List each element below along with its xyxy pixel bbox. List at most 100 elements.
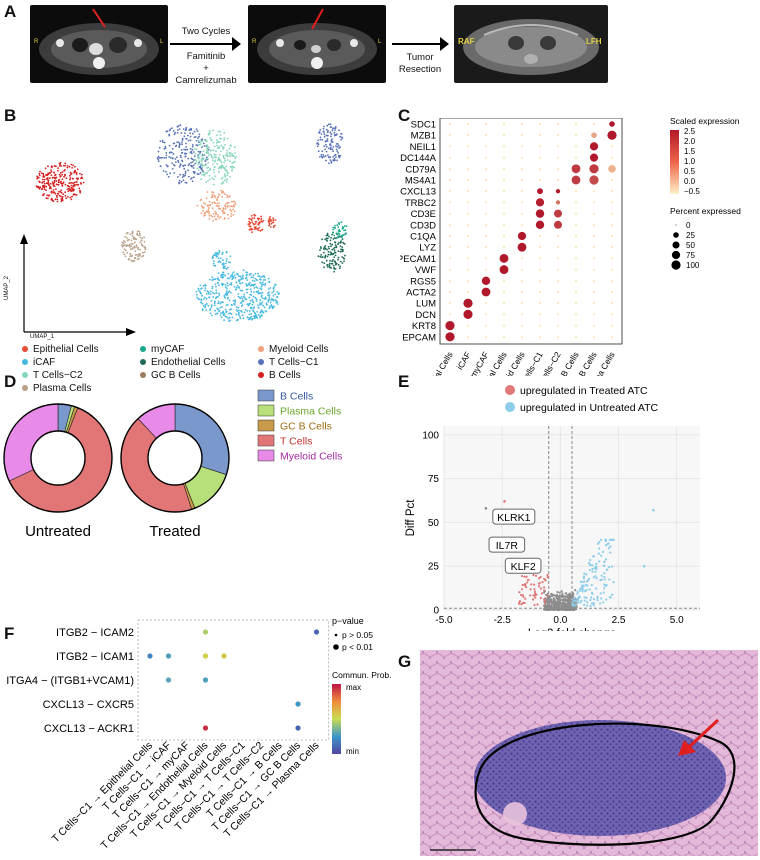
umap-point — [272, 295, 275, 297]
umap-point — [189, 135, 192, 138]
umap-point — [211, 207, 214, 210]
dot-background — [610, 201, 614, 204]
gene-label: C1QA — [410, 232, 437, 243]
umap-point — [242, 274, 244, 277]
umap-point — [224, 204, 226, 207]
umap-point — [217, 140, 220, 143]
umap-point — [342, 241, 344, 244]
umap-point — [221, 311, 224, 314]
umap-point — [323, 155, 325, 158]
umap-point — [190, 161, 193, 164]
umap-point — [187, 164, 190, 167]
umap-point — [246, 303, 249, 306]
umap-point — [168, 129, 171, 132]
umap-point — [164, 145, 167, 148]
panel-label-b: B — [4, 106, 17, 125]
gene-label: DCN — [415, 310, 436, 321]
umap-point — [195, 160, 198, 162]
comm-dot — [147, 653, 153, 659]
volcano-point-treated — [579, 587, 582, 590]
umap-point — [42, 186, 45, 189]
umap-point — [55, 183, 58, 186]
umap-point — [193, 136, 196, 139]
volcano-point-treated — [590, 596, 593, 599]
umap-point — [334, 246, 336, 249]
umap-point — [179, 124, 182, 127]
volcano-point-untreated — [521, 583, 524, 587]
umap-point — [202, 173, 205, 176]
umap-point — [205, 293, 208, 295]
umap-point — [214, 196, 217, 199]
donut-outer-ring — [3, 403, 113, 513]
umap-point — [185, 152, 188, 155]
volcano-point — [561, 592, 564, 595]
volcano-point-treated — [599, 592, 602, 595]
umap-point — [331, 141, 334, 143]
umap-point — [323, 246, 326, 249]
umap-point — [264, 296, 267, 299]
umap-point — [171, 168, 174, 170]
umap-point — [336, 224, 339, 227]
comm-pair-label: CXCL13 − ACKR1 — [44, 723, 134, 735]
umap-point — [254, 222, 257, 225]
umap-point — [224, 207, 227, 210]
umap-point — [217, 207, 220, 210]
umap-point — [260, 288, 263, 291]
umap-point — [238, 315, 241, 318]
umap-point — [208, 293, 210, 295]
volcano-point-treated — [595, 577, 598, 580]
dot-highlight — [445, 332, 455, 342]
umap-point — [217, 300, 220, 303]
umap-point — [233, 303, 235, 305]
umap-point — [126, 251, 129, 254]
volcano-point — [557, 597, 560, 600]
umap-point — [202, 154, 205, 157]
dot-background — [502, 122, 506, 126]
umap-point — [136, 253, 138, 256]
umap-point — [231, 274, 234, 276]
umap-point — [66, 166, 69, 169]
step1-plus: + — [203, 63, 209, 74]
umap-point — [333, 267, 335, 269]
volcano-point-treated — [596, 597, 599, 600]
gene-label: EPCAM — [402, 332, 436, 343]
umap-point — [233, 274, 236, 276]
cluster-label: Epithelial Cells — [418, 350, 455, 376]
umap-point — [53, 171, 55, 174]
dot-background — [520, 122, 524, 126]
umap-point — [232, 161, 235, 164]
umap-point — [62, 181, 65, 184]
umap-point — [227, 284, 229, 287]
umap-point — [56, 200, 59, 203]
color-legend-tick: −0.5 — [684, 187, 700, 196]
umap-point — [216, 307, 219, 310]
volcano-point-treated — [595, 565, 598, 569]
umap-point — [207, 304, 210, 307]
dot-background — [574, 156, 578, 159]
umap-point — [242, 300, 245, 302]
umap-point — [226, 149, 229, 152]
dot-highlight — [608, 165, 616, 173]
umap-point — [226, 206, 229, 208]
umap-point — [210, 154, 213, 157]
dot-background — [556, 246, 560, 249]
umap-point — [46, 194, 48, 197]
umap-point — [277, 293, 280, 295]
umap-point — [237, 293, 240, 295]
umap-point — [271, 221, 274, 224]
umap-point — [199, 284, 202, 287]
comm-dot — [202, 629, 209, 635]
umap-point — [71, 167, 73, 169]
legend-dot — [140, 372, 146, 379]
umap-point — [226, 258, 228, 260]
dot-highlight — [463, 309, 473, 319]
dot-background — [556, 234, 560, 238]
volcano-x-tick: 0.0 — [553, 615, 567, 626]
umap-point — [326, 138, 329, 141]
umap-point — [137, 234, 139, 237]
volcano-point-treated — [585, 596, 588, 599]
dot-background — [448, 223, 452, 226]
umap-point — [328, 264, 331, 266]
volcano-point-treated — [611, 538, 614, 542]
dot-background — [502, 313, 506, 316]
